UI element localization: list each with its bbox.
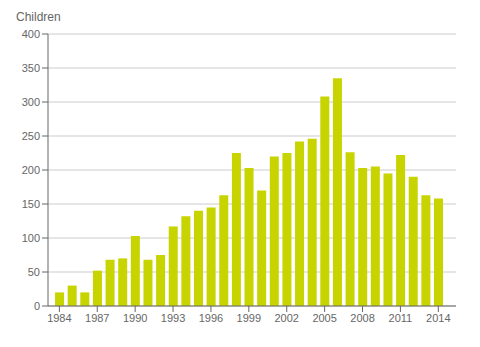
svg-text:350: 350 <box>22 62 40 74</box>
svg-text:2011: 2011 <box>389 312 413 324</box>
svg-text:200: 200 <box>22 164 40 176</box>
svg-text:150: 150 <box>22 198 40 210</box>
svg-text:100: 100 <box>22 232 40 244</box>
svg-text:50: 50 <box>28 266 40 278</box>
svg-text:2014: 2014 <box>426 312 450 324</box>
svg-text:2002: 2002 <box>274 312 298 324</box>
svg-text:1999: 1999 <box>237 312 261 324</box>
html-text:Children: Children <box>16 10 61 24</box>
svg-text:1996: 1996 <box>199 312 223 324</box>
svg-text:300: 300 <box>22 96 40 108</box>
svg-text:400: 400 <box>22 28 40 40</box>
svg-text:250: 250 <box>22 130 40 142</box>
svg-text:1993: 1993 <box>161 312 185 324</box>
svg-text:2005: 2005 <box>312 312 336 324</box>
svg-text:2008: 2008 <box>350 312 374 324</box>
svg-text:1987: 1987 <box>85 312 109 324</box>
svg-text:1984: 1984 <box>47 312 71 324</box>
svg-text:0: 0 <box>34 300 40 312</box>
svg-text:1990: 1990 <box>123 312 147 324</box>
